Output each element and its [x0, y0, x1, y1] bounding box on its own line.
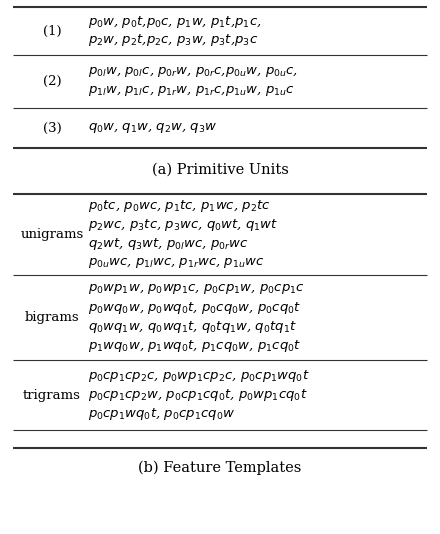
Text: $p_0cp_1cp_2c$, $p_0wp_1cp_2c$, $p_0cp_1wq_0t$: $p_0cp_1cp_2c$, $p_0wp_1cp_2c$, $p_0cp_1… — [88, 368, 310, 384]
Text: $p_0w$, $p_0t$,$p_0c$, $p_1w$, $p_1t$,$p_1c$,: $p_0w$, $p_0t$,$p_0c$, $p_1w$, $p_1t$,$p… — [88, 13, 262, 29]
Text: $q_2wt$, $q_3wt$, $p_{0l}wc$, $p_{0r}wc$: $q_2wt$, $q_3wt$, $p_{0l}wc$, $p_{0r}wc$ — [88, 236, 249, 252]
Text: $p_0cp_1wq_0t$, $p_0cp_1cq_0w$: $p_0cp_1wq_0t$, $p_0cp_1cq_0w$ — [88, 406, 235, 422]
Text: $p_{1l}w$, $p_{1l}c$, $p_{1r}w$, $p_{1r}c$,$p_{1u}w$, $p_{1u}c$: $p_{1l}w$, $p_{1l}c$, $p_{1r}w$, $p_{1r}… — [88, 84, 295, 98]
Text: $p_0wq_0w$, $p_0wq_0t$, $p_0cq_0w$, $p_0cq_0t$: $p_0wq_0w$, $p_0wq_0t$, $p_0cq_0w$, $p_0… — [88, 300, 301, 316]
Text: $p_0cp_1cp_2w$, $p_0cp_1cq_0t$, $p_0wp_1cq_0t$: $p_0cp_1cp_2w$, $p_0cp_1cq_0t$, $p_0wp_1… — [88, 387, 308, 403]
Text: (3): (3) — [43, 122, 61, 135]
Text: (2): (2) — [43, 75, 61, 88]
Text: $p_0tc$, $p_0wc$, $p_1tc$, $p_1wc$, $p_2tc$: $p_0tc$, $p_0wc$, $p_1tc$, $p_1wc$, $p_2… — [88, 198, 271, 214]
Text: $p_2w$, $p_2t$,$p_2c$, $p_3w$, $p_3t$,$p_3c$: $p_2w$, $p_2t$,$p_2c$, $p_3w$, $p_3t$,$p… — [88, 33, 258, 49]
Text: $p_0wp_1w$, $p_0wp_1c$, $p_0cp_1w$, $p_0cp_1c$: $p_0wp_1w$, $p_0wp_1c$, $p_0cp_1w$, $p_0… — [88, 282, 305, 296]
Text: unigrams: unigrams — [20, 228, 84, 241]
Text: $p_1wq_0w$, $p_1wq_0t$, $p_1cq_0w$, $p_1cq_0t$: $p_1wq_0w$, $p_1wq_0t$, $p_1cq_0w$, $p_1… — [88, 338, 301, 354]
Text: (1): (1) — [43, 25, 61, 37]
Text: $p_{0u}wc$, $p_{1l}wc$, $p_{1r}wc$, $p_{1u}wc$: $p_{0u}wc$, $p_{1l}wc$, $p_{1r}wc$, $p_{… — [88, 256, 264, 270]
Text: $q_0w$, $q_1w$, $q_2w$, $q_3w$: $q_0w$, $q_1w$, $q_2w$, $q_3w$ — [88, 121, 217, 135]
Text: bigrams: bigrams — [25, 311, 79, 324]
Text: $p_{0l}w$, $p_{0l}c$, $p_{0r}w$, $p_{0r}c$,$p_{0u}w$, $p_{0u}c$,: $p_{0l}w$, $p_{0l}c$, $p_{0r}w$, $p_{0r}… — [88, 65, 298, 79]
Text: trigrams: trigrams — [23, 389, 81, 402]
Text: $q_0wq_1w$, $q_0wq_1t$, $q_0tq_1w$, $q_0tq_1t$: $q_0wq_1w$, $q_0wq_1t$, $q_0tq_1w$, $q_0… — [88, 319, 297, 335]
Text: (b) Feature Templates: (b) Feature Templates — [138, 461, 302, 475]
Text: (a) Primitive Units: (a) Primitive Units — [151, 163, 289, 177]
Text: $p_2wc$, $p_3tc$, $p_3wc$, $q_0wt$, $q_1wt$: $p_2wc$, $p_3tc$, $p_3wc$, $q_0wt$, $q_1… — [88, 217, 278, 233]
